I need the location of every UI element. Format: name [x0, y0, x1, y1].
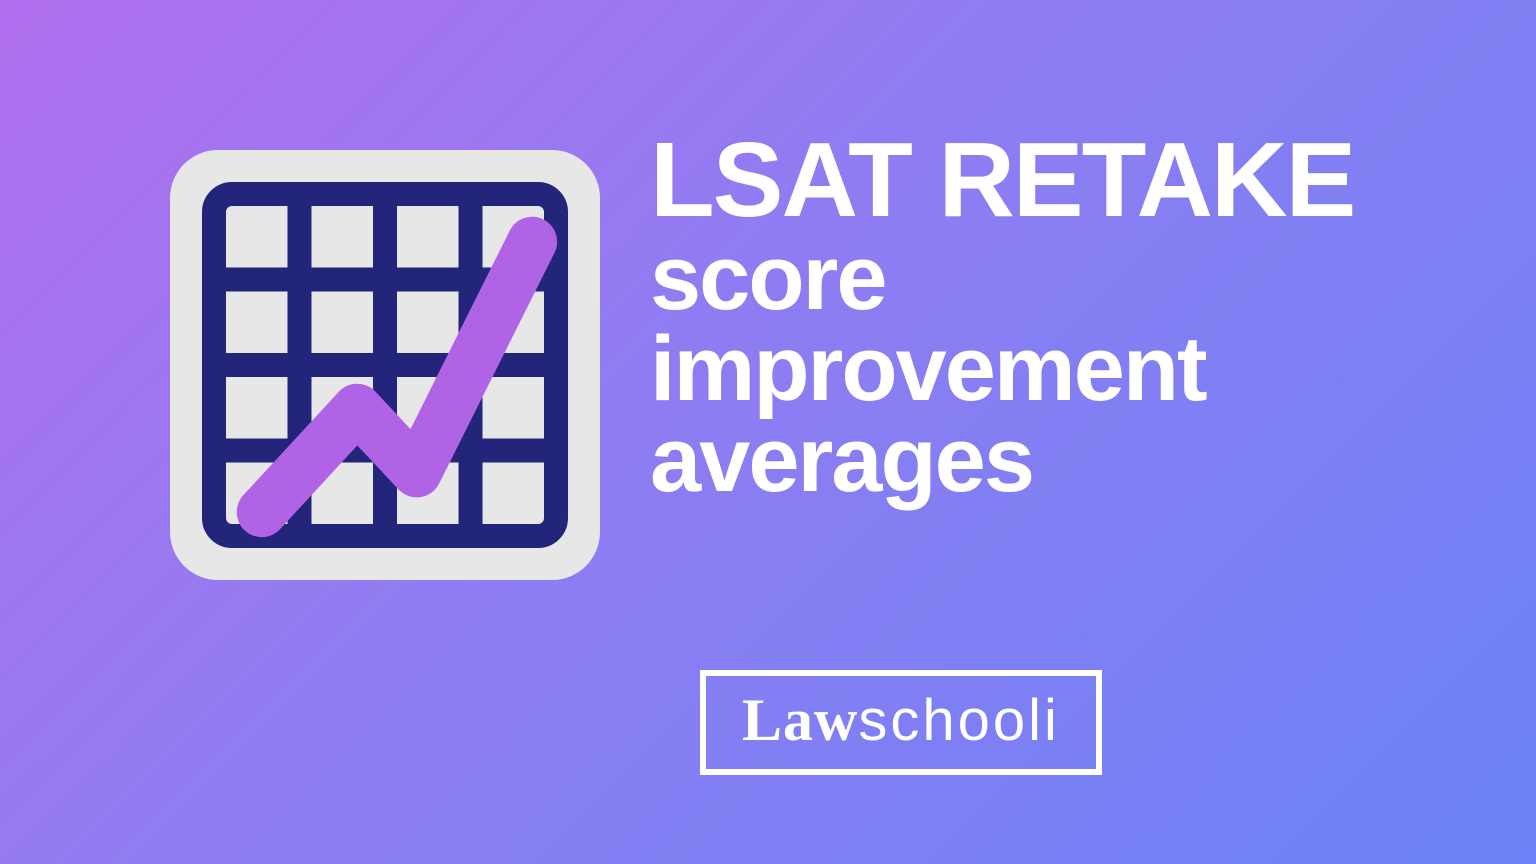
brand-logo: Lawschooli	[700, 670, 1102, 775]
title-block: LSAT RETAKE score improvement averages	[650, 130, 1470, 505]
headline: LSAT RETAKE	[650, 130, 1470, 231]
subline-1: score	[650, 235, 1470, 322]
chart-icon	[170, 150, 600, 580]
subline-2: improvement	[650, 326, 1470, 413]
infographic-canvas: LSAT RETAKE score improvement averages L…	[0, 0, 1536, 864]
brand-light-part: schooli	[858, 687, 1060, 754]
brand-bold-part: Law	[742, 686, 858, 755]
subline-3: averages	[650, 417, 1470, 504]
